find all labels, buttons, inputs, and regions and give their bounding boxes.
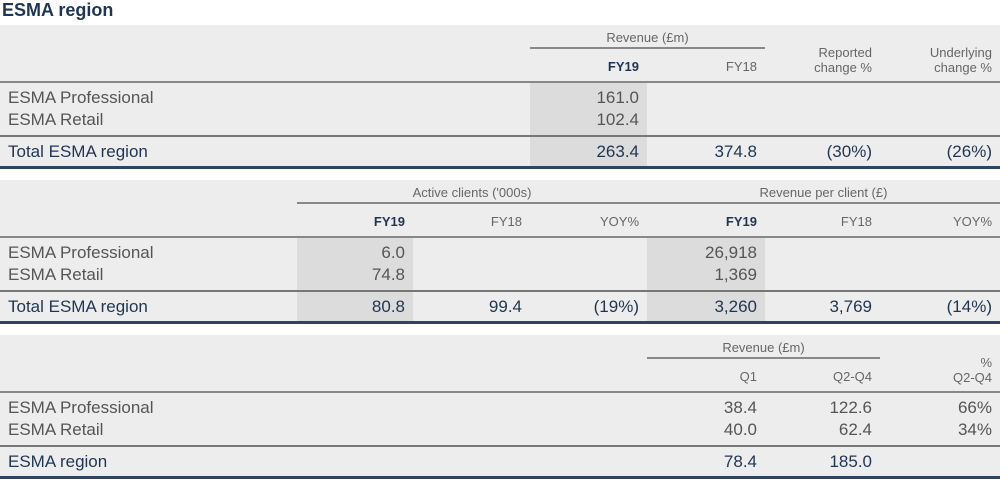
row-label: ESMA Professional bbox=[8, 243, 154, 262]
total-rpc-fy19: 3,260 bbox=[647, 291, 765, 324]
total-label: Total ESMA region bbox=[0, 136, 530, 169]
col-ac-fy19: FY19 bbox=[297, 203, 413, 238]
q1-value: 38.4 bbox=[723, 398, 757, 417]
table-row: ESMA Retail 102.4 bbox=[0, 109, 1000, 137]
reported-header-1: Reported bbox=[818, 45, 872, 60]
total-fy19: 263.4 bbox=[530, 136, 647, 169]
total-row: Total ESMA region 263.4 374.8 (30%) (26%) bbox=[0, 136, 1000, 169]
fy19-value: 102.4 bbox=[530, 109, 647, 137]
row-label: ESMA Retail bbox=[0, 419, 647, 447]
total-row: ESMA region 78.4 185.0 bbox=[0, 446, 1000, 479]
total-row: Total ESMA region 80.8 99.4 (19%) 3,260 … bbox=[0, 291, 1000, 324]
quarterly-revenue-header: Revenue (£m) bbox=[647, 335, 880, 359]
total-rpc-yoy: (14%) bbox=[880, 291, 1000, 324]
pct-header-1: % bbox=[980, 355, 992, 370]
col-rpc-fy19: FY19 bbox=[647, 203, 765, 238]
total-reported: (30%) bbox=[765, 136, 880, 169]
table-row: ESMA Professional 6.0 26,918 bbox=[0, 237, 1000, 264]
row-label: ESMA Professional bbox=[8, 398, 154, 417]
pct-value: 66% bbox=[957, 398, 992, 417]
row-label: ESMA Professional bbox=[8, 88, 154, 107]
q1-value: 40.0 bbox=[647, 419, 765, 447]
total-rpc-fy18: 3,769 bbox=[765, 291, 880, 324]
fy19-value: 161.0 bbox=[530, 82, 647, 109]
col-fy19: FY19 bbox=[530, 48, 647, 83]
total-fy18: 374.8 bbox=[647, 136, 765, 169]
revenue-table: Revenue (£m) Reported change % Underlying… bbox=[0, 25, 1000, 169]
table-row: ESMA Professional 38.4 122.6 66% bbox=[0, 392, 1000, 419]
table-row: ESMA Retail 74.8 1,369 bbox=[0, 264, 1000, 292]
rpc-fy19-value: 26,918 bbox=[647, 237, 765, 264]
clients-table: Active clients ('000s) Revenue per client… bbox=[0, 180, 1000, 324]
col-ac-yoy: YOY% bbox=[530, 203, 647, 238]
total-q2q4: 185.0 bbox=[765, 446, 880, 479]
total-ac-fy19: 80.8 bbox=[297, 291, 413, 324]
total-label: Total ESMA region bbox=[0, 291, 297, 324]
total-label: ESMA region bbox=[0, 446, 647, 479]
ac-fy19-value: 6.0 bbox=[297, 237, 413, 264]
row-label: ESMA Retail bbox=[0, 264, 297, 292]
ac-fy19-value: 74.8 bbox=[297, 264, 413, 292]
col-rpc-yoy: YOY% bbox=[880, 203, 1000, 238]
table-row: ESMA Retail 40.0 62.4 34% bbox=[0, 419, 1000, 447]
total-q1: 78.4 bbox=[647, 446, 765, 479]
total-ac-yoy: (19%) bbox=[530, 291, 647, 324]
table-row: ESMA Professional 161.0 bbox=[0, 82, 1000, 109]
rpc-fy19-value: 1,369 bbox=[647, 264, 765, 292]
revenue-group-header: Revenue (£m) bbox=[530, 25, 765, 49]
q2q4-value: 122.6 bbox=[829, 398, 872, 417]
revenue-per-client-header: Revenue per client (£) bbox=[647, 180, 1000, 204]
pct-header-2: Q2-Q4 bbox=[952, 370, 992, 385]
pct-value: 34% bbox=[880, 419, 1000, 447]
col-rpc-fy18: FY18 bbox=[765, 203, 880, 238]
section-title: ESMA region bbox=[2, 0, 114, 20]
col-fy18: FY18 bbox=[647, 48, 765, 83]
row-label: ESMA Retail bbox=[0, 109, 530, 137]
q2q4-value: 62.4 bbox=[765, 419, 880, 447]
quarterly-table: Revenue (£m) % Q2-Q4 Q1 Q2-Q4 ESMA Profess… bbox=[0, 335, 1000, 479]
active-clients-header: Active clients ('000s) bbox=[297, 180, 647, 204]
underlying-header-2: change % bbox=[934, 60, 992, 75]
total-underlying: (26%) bbox=[880, 136, 1000, 169]
col-q1: Q1 bbox=[647, 358, 765, 393]
underlying-header-1: Underlying bbox=[929, 45, 992, 60]
reported-header-2: change % bbox=[814, 60, 872, 75]
col-ac-fy18: FY18 bbox=[413, 203, 530, 238]
col-q2q4: Q2-Q4 bbox=[765, 358, 880, 393]
total-ac-fy18: 99.4 bbox=[413, 291, 530, 324]
